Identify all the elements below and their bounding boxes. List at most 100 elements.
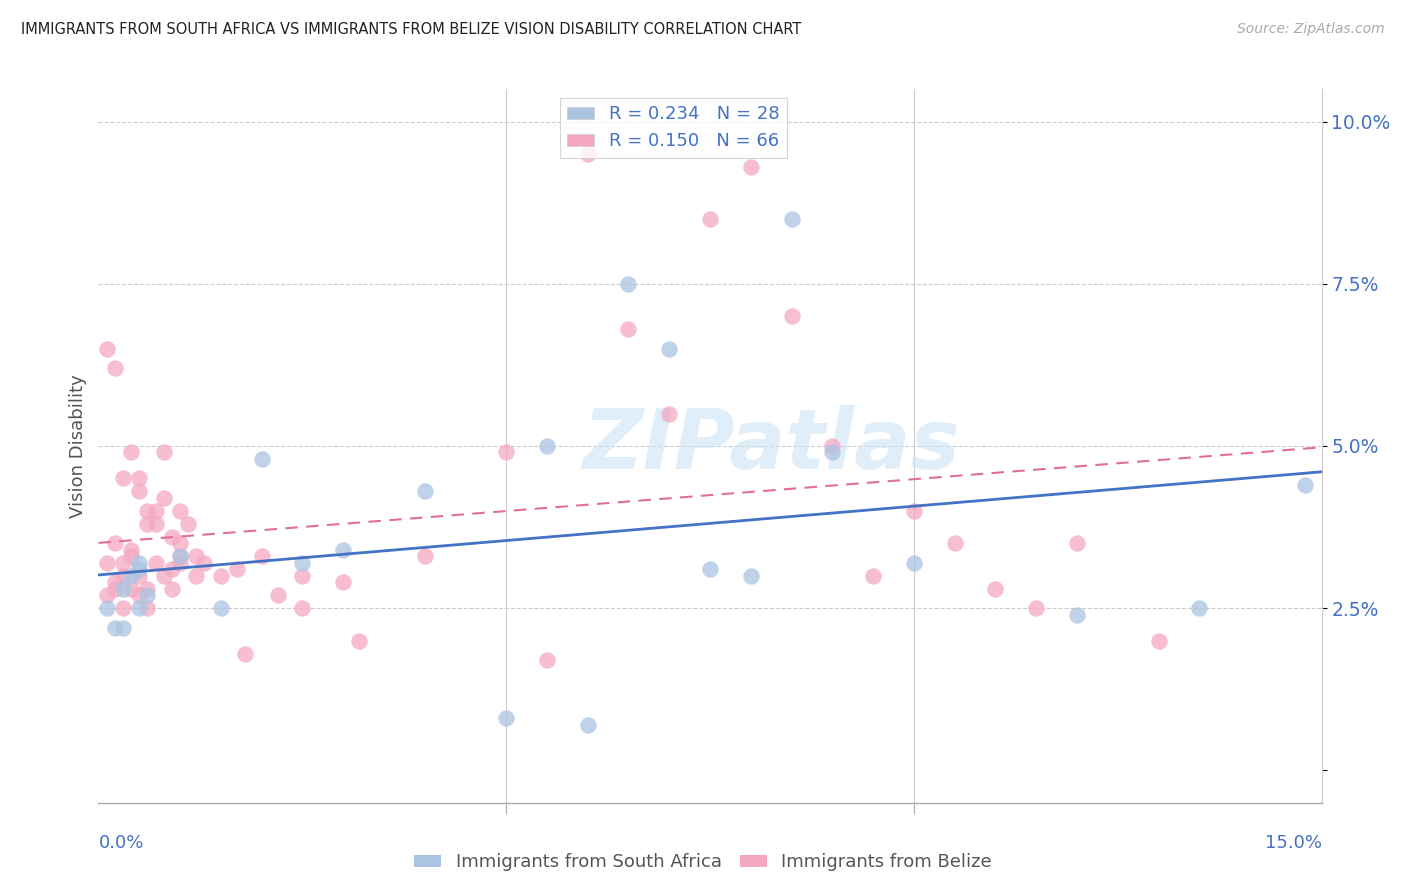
Point xyxy=(111,621,134,635)
Point xyxy=(145,516,167,531)
Point xyxy=(903,556,925,570)
Point xyxy=(740,568,762,582)
Point xyxy=(862,568,884,582)
Legend: R = 0.234   N = 28, R = 0.150   N = 66: R = 0.234 N = 28, R = 0.150 N = 66 xyxy=(560,98,786,158)
Point xyxy=(780,211,803,226)
Point xyxy=(821,439,844,453)
Point xyxy=(332,542,354,557)
Point xyxy=(128,588,150,602)
Point xyxy=(96,588,118,602)
Y-axis label: Vision Disability: Vision Disability xyxy=(69,374,87,518)
Point xyxy=(495,711,517,725)
Point xyxy=(128,471,150,485)
Text: Source: ZipAtlas.com: Source: ZipAtlas.com xyxy=(1237,22,1385,37)
Text: 15.0%: 15.0% xyxy=(1264,834,1322,852)
Point xyxy=(160,582,183,596)
Point xyxy=(1294,478,1316,492)
Point xyxy=(136,582,159,596)
Point xyxy=(193,556,215,570)
Point xyxy=(349,633,371,648)
Legend: Immigrants from South Africa, Immigrants from Belize: Immigrants from South Africa, Immigrants… xyxy=(406,847,1000,879)
Point xyxy=(169,556,191,570)
Point xyxy=(233,647,256,661)
Point xyxy=(903,504,925,518)
Point xyxy=(152,445,174,459)
Point xyxy=(1066,536,1088,550)
Point xyxy=(536,653,558,667)
Point xyxy=(111,556,134,570)
Point xyxy=(186,549,208,564)
Point xyxy=(96,556,118,570)
Point xyxy=(111,568,134,582)
Point xyxy=(617,277,640,291)
Point xyxy=(120,549,142,564)
Point xyxy=(291,601,314,615)
Point xyxy=(186,568,208,582)
Point xyxy=(104,621,127,635)
Point xyxy=(780,310,803,324)
Point xyxy=(111,471,134,485)
Point xyxy=(128,562,150,576)
Point xyxy=(699,211,721,226)
Text: ZIPatlas: ZIPatlas xyxy=(582,406,960,486)
Point xyxy=(152,568,174,582)
Point xyxy=(226,562,249,576)
Point xyxy=(576,718,599,732)
Point xyxy=(169,504,191,518)
Text: 0.0%: 0.0% xyxy=(98,834,143,852)
Point xyxy=(145,556,167,570)
Point xyxy=(250,452,273,467)
Point xyxy=(128,568,150,582)
Point xyxy=(1147,633,1170,648)
Point xyxy=(160,530,183,544)
Point xyxy=(177,516,200,531)
Point xyxy=(169,536,191,550)
Point xyxy=(1066,607,1088,622)
Point xyxy=(120,582,142,596)
Point xyxy=(1188,601,1211,615)
Point xyxy=(291,556,314,570)
Point xyxy=(136,516,159,531)
Point xyxy=(128,601,150,615)
Point xyxy=(413,549,436,564)
Point xyxy=(104,361,127,376)
Point xyxy=(128,556,150,570)
Point xyxy=(128,484,150,499)
Point xyxy=(104,575,127,590)
Point xyxy=(169,549,191,564)
Point xyxy=(152,491,174,505)
Point xyxy=(209,568,232,582)
Point xyxy=(617,322,640,336)
Point xyxy=(96,342,118,356)
Point xyxy=(821,445,844,459)
Point xyxy=(120,568,142,582)
Point xyxy=(740,160,762,174)
Point xyxy=(536,439,558,453)
Point xyxy=(169,549,191,564)
Point xyxy=(120,542,142,557)
Point xyxy=(250,549,273,564)
Text: IMMIGRANTS FROM SOUTH AFRICA VS IMMIGRANTS FROM BELIZE VISION DISABILITY CORRELA: IMMIGRANTS FROM SOUTH AFRICA VS IMMIGRAN… xyxy=(21,22,801,37)
Point xyxy=(145,504,167,518)
Point xyxy=(104,582,127,596)
Point xyxy=(136,504,159,518)
Point xyxy=(267,588,290,602)
Point xyxy=(495,445,517,459)
Point xyxy=(658,342,681,356)
Point xyxy=(943,536,966,550)
Point xyxy=(120,445,142,459)
Point xyxy=(111,582,134,596)
Point xyxy=(413,484,436,499)
Point xyxy=(104,536,127,550)
Point xyxy=(1025,601,1047,615)
Point xyxy=(111,601,134,615)
Point xyxy=(136,601,159,615)
Point xyxy=(576,147,599,161)
Point xyxy=(332,575,354,590)
Point xyxy=(658,407,681,421)
Point xyxy=(984,582,1007,596)
Point xyxy=(209,601,232,615)
Point xyxy=(291,568,314,582)
Point xyxy=(136,588,159,602)
Point xyxy=(160,562,183,576)
